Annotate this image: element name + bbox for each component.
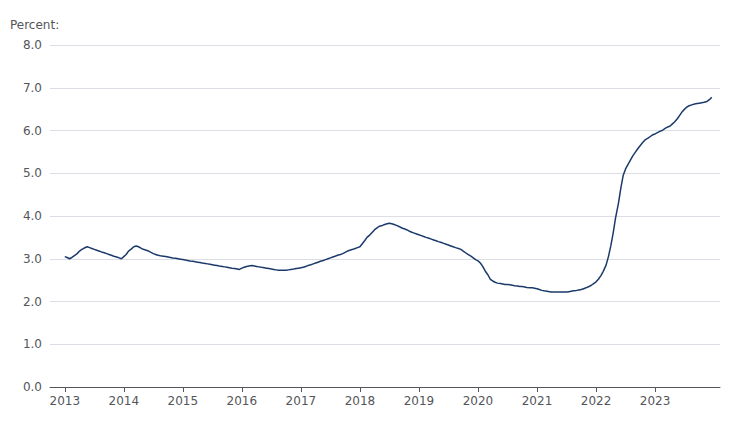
svg-text:4.0: 4.0 bbox=[23, 209, 42, 223]
svg-text:2023: 2023 bbox=[640, 394, 671, 408]
svg-text:5.0: 5.0 bbox=[23, 166, 42, 180]
svg-text:2021: 2021 bbox=[522, 394, 553, 408]
svg-text:8.0: 8.0 bbox=[23, 38, 42, 52]
svg-text:Percent:: Percent: bbox=[10, 18, 59, 32]
svg-text:0.0: 0.0 bbox=[23, 380, 42, 394]
svg-text:2015: 2015 bbox=[168, 394, 199, 408]
svg-text:2013: 2013 bbox=[49, 394, 80, 408]
svg-text:2022: 2022 bbox=[581, 394, 612, 408]
svg-text:2018: 2018 bbox=[345, 394, 376, 408]
svg-text:2.0: 2.0 bbox=[23, 295, 42, 309]
svg-text:2017: 2017 bbox=[286, 394, 317, 408]
svg-text:2014: 2014 bbox=[109, 394, 140, 408]
svg-text:2016: 2016 bbox=[227, 394, 258, 408]
svg-text:3.0: 3.0 bbox=[23, 252, 42, 266]
svg-text:1.0: 1.0 bbox=[23, 337, 42, 351]
svg-text:6.0: 6.0 bbox=[23, 124, 42, 138]
svg-text:2020: 2020 bbox=[463, 394, 494, 408]
svg-text:7.0: 7.0 bbox=[23, 81, 42, 95]
svg-text:2019: 2019 bbox=[404, 394, 435, 408]
